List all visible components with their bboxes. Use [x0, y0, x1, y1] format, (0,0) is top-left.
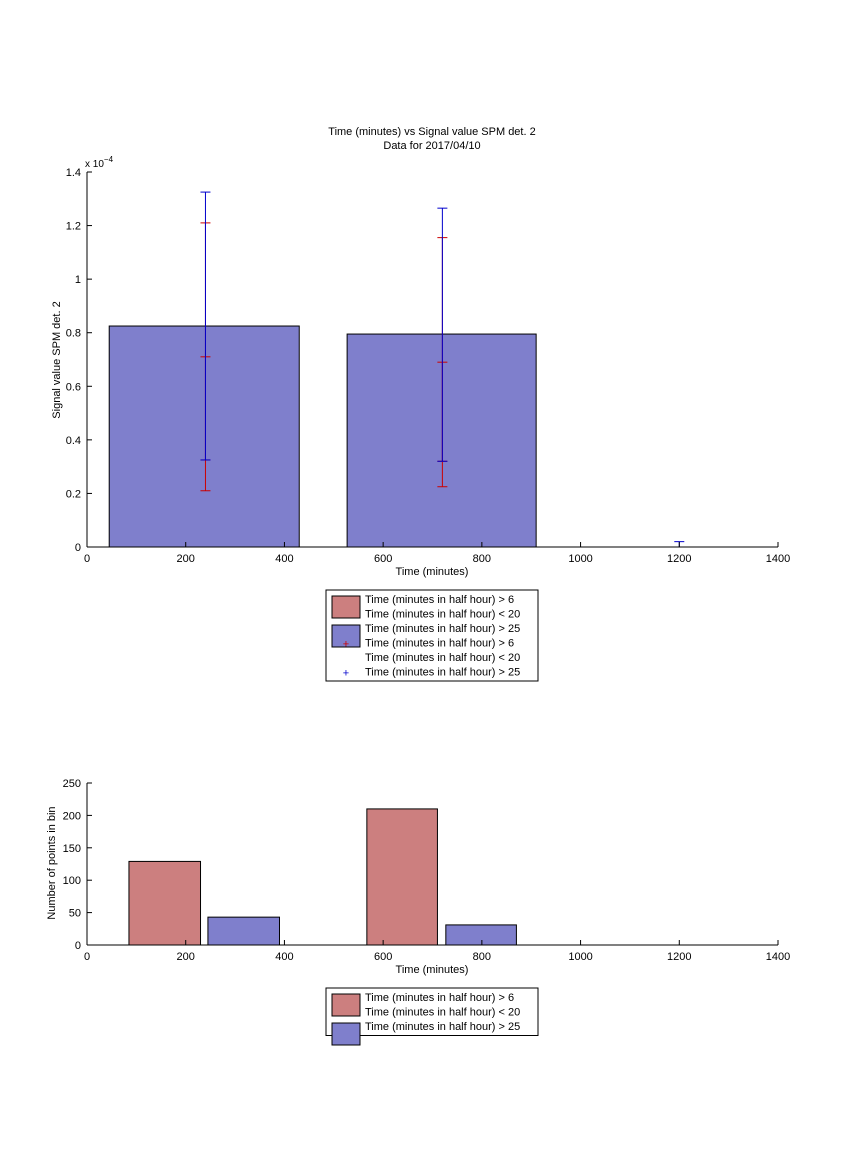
y-tick-label: 1.2 — [66, 221, 81, 233]
y-tick-label: 0.2 — [66, 488, 81, 500]
x-axis-label: Time (minutes) — [396, 964, 469, 976]
legend-label: Time (minutes in half hour) > 6 — [365, 594, 514, 606]
legend-box — [325, 987, 539, 1036]
x-tick-label: 200 — [177, 951, 195, 963]
legend-swatch-blue — [331, 1022, 361, 1046]
x-tick-label: 1400 — [766, 951, 790, 963]
y-tick-label: 0 — [75, 940, 81, 952]
y-tick-label: 0.8 — [66, 328, 81, 340]
y-tick-label: 0.6 — [66, 381, 81, 393]
x-tick-label: 1200 — [667, 553, 691, 565]
x-tick-label: 1400 — [766, 553, 790, 565]
bar-blue-1 — [207, 916, 280, 946]
x-tick-label: 0 — [84, 951, 90, 963]
legend-swatch-red — [331, 993, 361, 1017]
x-tick-label: 800 — [473, 951, 491, 963]
count-chart: 0 200 400 600 800 1000 1200 1400 0 50 100 150 200 250… — [46, 778, 790, 1046]
x-tick-label: 0 — [84, 553, 90, 565]
signal-chart: Time (minutes) vs Signal value SPM det. … — [51, 126, 790, 682]
errorbar-blue-2 — [200, 191, 211, 461]
y-axis-label: Number of points in bin — [46, 806, 58, 919]
legend-swatch-red — [331, 595, 361, 619]
legend-box — [325, 589, 539, 682]
x-tick-label: 1000 — [568, 553, 592, 565]
legend-label: Time (minutes in half hour) < 20 — [365, 1007, 520, 1019]
y-exponent-label: x 10−4 — [85, 155, 114, 170]
errorbar-blue-5 — [437, 207, 448, 462]
y-tick-label: 150 — [63, 843, 81, 855]
legend-label: Time (minutes in half hour) > 25 — [365, 1021, 520, 1033]
chart-subtitle: Data for 2017/04/10 — [383, 140, 480, 152]
x-tick-label: 600 — [374, 951, 392, 963]
legend-swatch-blue — [331, 624, 361, 648]
legend-label: Time (minutes in half hour) > 6 — [365, 992, 514, 1004]
x-tick-label: 1200 — [667, 951, 691, 963]
chart-title: Time (minutes) vs Signal value SPM det. … — [328, 126, 535, 138]
y-tick-label: 200 — [63, 810, 81, 822]
x-tick-label: 400 — [275, 553, 293, 565]
y-tick-label: 0.4 — [66, 435, 81, 447]
legend-label: Time (minutes in half hour) < 20 — [365, 609, 520, 621]
legend: Time (minutes in half hour) > 6 Time (min… — [325, 987, 539, 1046]
legend-marker-errBlue: + — [343, 668, 349, 680]
x-axis-label: Time (minutes) — [396, 566, 469, 578]
legend-marker-errRed: + — [343, 639, 349, 651]
x-tick-label: 600 — [374, 553, 392, 565]
legend: Time (minutes in half hour) > 6 Time (min… — [325, 589, 539, 682]
legend-label: Time (minutes in half hour) > 6 — [365, 638, 514, 650]
bar-blue-1 — [346, 333, 537, 548]
x-tick-label: 800 — [473, 553, 491, 565]
bar-red-0 — [128, 860, 202, 946]
x-tick-label: 200 — [177, 553, 195, 565]
legend-label: Time (minutes in half hour) > 25 — [365, 667, 520, 679]
y-tick-label: 1.4 — [66, 167, 81, 179]
y-axis-label: Signal value SPM det. 2 — [51, 301, 63, 418]
y-tick-label: 50 — [69, 908, 81, 920]
bar-blue-0 — [108, 325, 300, 548]
bar-blue-3 — [445, 924, 517, 946]
legend-label: Time (minutes in half hour) > 25 — [365, 623, 520, 635]
y-tick-label: 250 — [63, 778, 81, 790]
x-tick-label: 1000 — [568, 951, 592, 963]
legend-label: Time (minutes in half hour) < 20 — [365, 652, 520, 664]
x-tick-label: 400 — [275, 951, 293, 963]
y-tick-label: 0 — [75, 542, 81, 554]
y-tick-label: 100 — [63, 875, 81, 887]
y-tick-label: 1 — [75, 274, 81, 286]
bar-red-2 — [366, 808, 438, 946]
